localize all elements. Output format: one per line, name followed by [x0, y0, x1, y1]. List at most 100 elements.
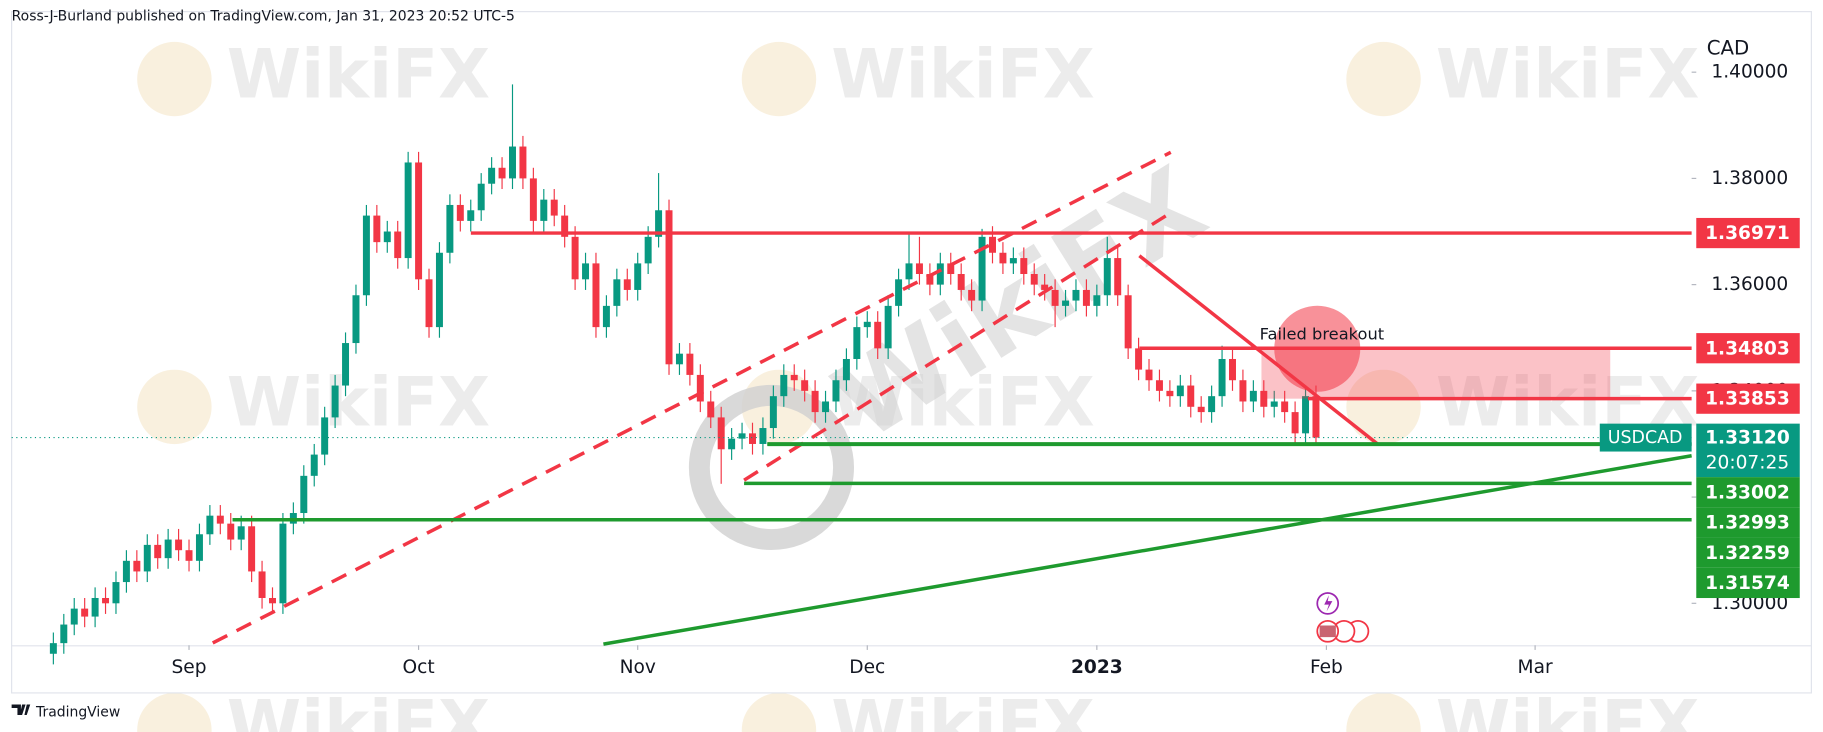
plot-area — [11, 84, 1692, 665]
candle-body — [1041, 284, 1049, 290]
candle-body — [749, 433, 756, 444]
y-tick-label: 1.38000 — [1711, 168, 1788, 189]
candle-body — [571, 236, 579, 280]
candle-body — [623, 279, 631, 290]
candle-body — [383, 231, 391, 243]
level-label: 1.33853 — [1705, 389, 1790, 410]
candle-body — [644, 236, 652, 264]
x-tick-label: Nov — [620, 657, 656, 678]
candle-body — [1239, 380, 1247, 402]
candle-body — [1166, 390, 1174, 397]
candle-body — [404, 162, 412, 259]
level-label: 1.31574 — [1705, 573, 1790, 594]
level-label: 1.32259 — [1705, 543, 1790, 564]
overlays: Failed breakout — [232, 231, 1692, 522]
level-badge — [1696, 333, 1800, 364]
level-label: 1.36971 — [1705, 223, 1790, 244]
candle-body — [936, 263, 944, 285]
candle-body — [122, 560, 130, 583]
x-tick-label: Dec — [849, 657, 885, 678]
watermark-text: WikiFX — [227, 35, 490, 114]
candle-body — [1145, 369, 1153, 381]
candle-body — [362, 215, 370, 296]
candle-body — [801, 380, 809, 391]
candle-body — [634, 263, 642, 290]
watermark-text: WikiFX — [1436, 35, 1699, 114]
candle-body — [915, 263, 923, 275]
candle-body — [321, 417, 329, 455]
watermark-text: WikiFX — [831, 362, 1094, 441]
candle-body — [456, 204, 464, 221]
candle-body — [1135, 348, 1143, 370]
countdown-label: 20:07:25 — [1706, 453, 1790, 474]
candle-body — [435, 252, 443, 328]
y-tick-label: 1.36000 — [1711, 274, 1788, 295]
footer-text: TradingView — [35, 705, 120, 721]
candle-body — [1155, 380, 1163, 391]
candle-body — [1020, 258, 1028, 275]
candle-body — [1197, 406, 1205, 413]
trend-line — [1138, 254, 1379, 446]
candle-body — [164, 539, 172, 559]
candle-body — [498, 167, 506, 179]
candle-body — [248, 526, 256, 572]
candle-body — [1030, 274, 1038, 285]
candle-body — [477, 183, 485, 211]
candle-body — [822, 401, 830, 413]
x-tick-label: Feb — [1310, 657, 1343, 678]
event-icons — [1316, 592, 1370, 643]
candle-body — [133, 560, 141, 572]
level-badge — [1696, 567, 1800, 599]
level-label: 1.33002 — [1705, 482, 1790, 503]
candle-body — [863, 321, 871, 328]
level-badge — [1696, 477, 1800, 508]
x-tick-label: Mar — [1518, 657, 1553, 678]
candle-body — [884, 305, 892, 349]
candle-body — [237, 526, 245, 540]
candle-body — [49, 643, 57, 654]
candle-body — [154, 544, 162, 559]
price-axis-unit: CAD — [1707, 36, 1750, 59]
candle-body — [1103, 258, 1111, 296]
candle-body — [310, 454, 318, 476]
candle-body — [832, 380, 840, 402]
candle-body — [185, 550, 193, 561]
candle-body — [707, 401, 715, 418]
candle-body — [415, 162, 423, 280]
candle-body — [1270, 401, 1278, 407]
candle-body — [582, 263, 590, 280]
candle-body — [905, 263, 913, 280]
candle-body — [342, 343, 350, 386]
candle-body — [373, 215, 381, 243]
level-badge — [1696, 507, 1800, 538]
candle-body — [1072, 289, 1080, 301]
candle-body — [1187, 385, 1195, 407]
candle-body — [258, 571, 266, 598]
flag-icon — [1319, 625, 1336, 638]
candle-body — [81, 608, 89, 617]
candle-body — [675, 353, 683, 365]
candle-body — [394, 231, 402, 259]
candle-body — [561, 215, 569, 237]
candle-body — [811, 390, 819, 413]
candle-body — [300, 475, 308, 514]
level-label: 1.32993 — [1705, 513, 1790, 534]
candle-body — [1062, 300, 1070, 306]
watermark-logo — [741, 692, 817, 732]
candle-body — [999, 252, 1007, 264]
last-price-badge — [1696, 423, 1800, 478]
trend-line — [603, 454, 1692, 646]
candle-body — [895, 279, 903, 306]
level-badge — [1696, 537, 1800, 568]
candle-body — [613, 279, 621, 306]
candle-body — [91, 597, 99, 617]
x-tick-label: 2023 — [1071, 657, 1123, 678]
watermark-logo — [1346, 41, 1421, 117]
candle-body — [550, 199, 558, 216]
event-icon-glyph — [1324, 595, 1333, 612]
candle-body — [102, 597, 110, 604]
candle-body — [759, 428, 767, 444]
